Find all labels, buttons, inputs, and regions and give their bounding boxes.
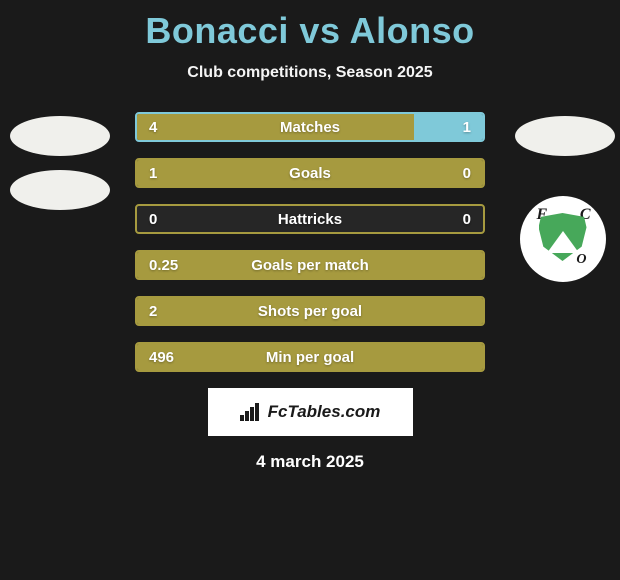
stat-bars: 4Matches11Goals00Hattricks00.25Goals per… [135, 112, 485, 372]
stat-value-right: 1 [463, 114, 471, 140]
right-player-column: F C O [515, 112, 610, 282]
stat-row: 0Hattricks0 [135, 204, 485, 234]
stat-row: 2Shots per goal [135, 296, 485, 326]
stat-row: 496Min per goal [135, 342, 485, 372]
stat-row: 0.25Goals per match [135, 250, 485, 280]
stat-label: Goals [137, 160, 483, 186]
stat-label: Shots per goal [137, 298, 483, 324]
left-club-avatar [10, 170, 110, 210]
stat-row: 1Goals0 [135, 158, 485, 188]
page-title: Bonacci vs Alonso [0, 0, 620, 52]
brand-text: FcTables.com [268, 402, 381, 422]
subtitle: Club competitions, Season 2025 [0, 64, 620, 82]
right-player-avatar [515, 116, 615, 156]
stat-row: 4Matches1 [135, 112, 485, 142]
brand-box: FcTables.com [208, 388, 413, 436]
stat-label: Goals per match [137, 252, 483, 278]
comparison-chart: F C O 4Matches11Goals00Hattricks00.25Goa… [0, 112, 620, 372]
stat-value-right: 0 [463, 206, 471, 232]
right-club-badge: F C O [520, 196, 606, 282]
bars-icon [240, 403, 262, 421]
mountain-icon [547, 231, 579, 253]
stat-label: Matches [137, 114, 483, 140]
stat-label: Min per goal [137, 344, 483, 370]
stat-label: Hattricks [137, 206, 483, 232]
left-player-avatar [10, 116, 110, 156]
left-player-column [10, 112, 105, 220]
stat-value-right: 0 [463, 160, 471, 186]
badge-letter-o: O [576, 253, 586, 267]
date-text: 4 march 2025 [0, 452, 620, 472]
